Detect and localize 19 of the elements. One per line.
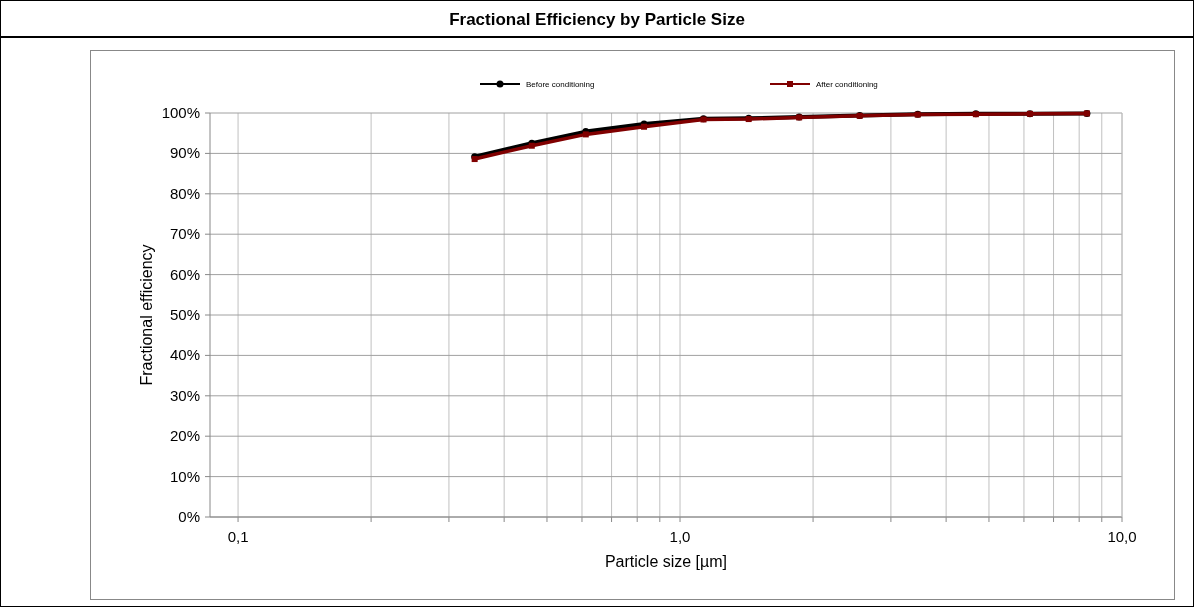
y-tick-label: 100% bbox=[161, 104, 200, 121]
x-tick-label: 1,0 bbox=[669, 528, 691, 545]
legend-label: Before conditioning bbox=[526, 80, 595, 89]
y-tick-label: 10% bbox=[169, 467, 200, 485]
y-tick-label: 50% bbox=[169, 306, 200, 323]
y-tick-label: 40% bbox=[169, 346, 200, 364]
x-tick-label: 0,1 bbox=[227, 528, 249, 545]
y-tick-label: 20% bbox=[169, 427, 200, 445]
x-axis-title: Particle size [µm] bbox=[604, 553, 728, 570]
x-tick-label: 10,0 bbox=[1107, 528, 1137, 545]
legend-label: After conditioning bbox=[816, 80, 878, 89]
y-tick-label: 0% bbox=[178, 508, 200, 525]
y-axis-title: Fractional efficiency bbox=[138, 244, 155, 386]
y-tick-label: 90% bbox=[169, 144, 200, 162]
y-tick-label: 30% bbox=[169, 386, 200, 404]
chart-title: Fractional Efficiency by Particle Size bbox=[449, 10, 745, 29]
y-tick-label: 60% bbox=[169, 265, 200, 283]
y-tick-label: 80% bbox=[169, 184, 200, 202]
y-tick-label: 70% bbox=[169, 225, 200, 243]
